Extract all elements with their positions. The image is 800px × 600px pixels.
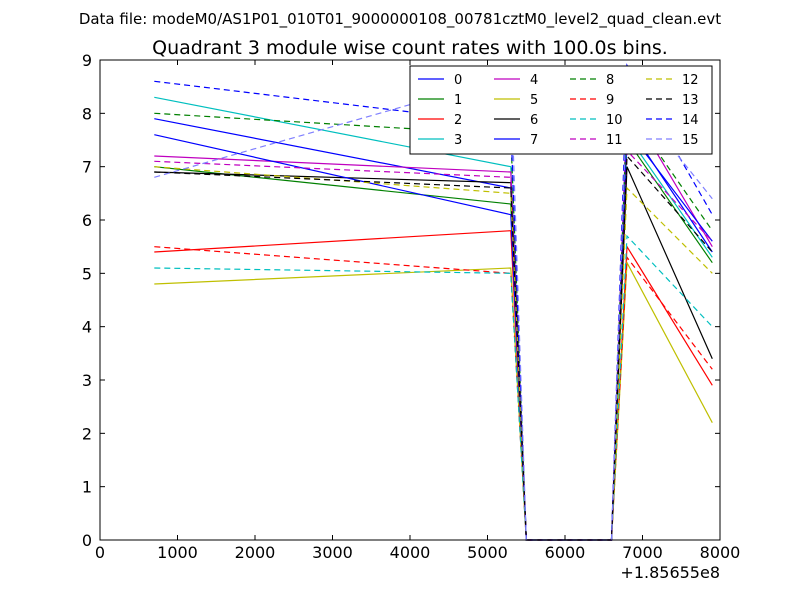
legend-label-9: 9 bbox=[606, 93, 614, 108]
legend-label-4: 4 bbox=[530, 73, 538, 88]
legend-label-2: 2 bbox=[454, 113, 462, 128]
y-tick-label: 5 bbox=[82, 264, 92, 283]
y-tick-label: 6 bbox=[82, 211, 92, 230]
x-tick-label: 0 bbox=[95, 543, 105, 562]
axis-ticks: 0 1000 2000 3000 4000 5000 6000 7000 80000123456… bbox=[82, 51, 741, 562]
legend-label-14: 14 bbox=[682, 113, 699, 128]
legend-label-10: 10 bbox=[606, 113, 623, 128]
series-line-13 bbox=[154, 154, 713, 541]
series-line-0 bbox=[154, 118, 713, 541]
chart-suptitle: Data file: modeM0/AS1P01_010T01_90000001… bbox=[79, 10, 721, 29]
series-line-5 bbox=[154, 260, 713, 541]
chart-title: Quadrant 3 module wise count rates with … bbox=[152, 37, 668, 59]
series-line-7 bbox=[154, 127, 713, 541]
y-tick-label: 2 bbox=[82, 424, 92, 443]
x-tick-label: 5000 bbox=[467, 543, 508, 562]
legend-label-8: 8 bbox=[606, 73, 614, 88]
y-tick-label: 8 bbox=[82, 104, 92, 123]
y-tick-label: 3 bbox=[82, 371, 92, 390]
x-tick-label: 3000 bbox=[312, 543, 353, 562]
x-tick-label: 2000 bbox=[235, 543, 276, 562]
series-line-3 bbox=[154, 96, 713, 541]
series-line-11 bbox=[154, 149, 713, 541]
legend-label-12: 12 bbox=[682, 73, 699, 88]
legend-label-1: 1 bbox=[454, 93, 462, 108]
x-tick-label: 7000 bbox=[622, 543, 663, 562]
series-line-2 bbox=[154, 230, 713, 541]
legend-label-11: 11 bbox=[606, 133, 623, 148]
legend-label-13: 13 bbox=[682, 93, 699, 108]
legend-label-0: 0 bbox=[454, 73, 462, 88]
series-line-6 bbox=[154, 166, 713, 541]
legend-label-3: 3 bbox=[454, 133, 462, 148]
y-tick-label: 0 bbox=[82, 531, 92, 550]
series-line-12 bbox=[154, 166, 713, 541]
y-tick-label: 4 bbox=[82, 318, 92, 337]
legend-label-15: 15 bbox=[682, 133, 699, 148]
series-line-9 bbox=[154, 246, 713, 541]
x-tick-label: 1000 bbox=[157, 543, 198, 562]
series-line-1 bbox=[154, 138, 713, 541]
x-tick-label: 4000 bbox=[390, 543, 431, 562]
x-tick-label: 8000 bbox=[700, 543, 741, 562]
legend-label-6: 6 bbox=[530, 113, 538, 128]
y-tick-label: 9 bbox=[82, 51, 92, 70]
x-offset-label: +1.85655e8 bbox=[620, 563, 720, 582]
series-line-4 bbox=[154, 100, 713, 541]
series-line-10 bbox=[154, 234, 713, 541]
y-tick-label: 1 bbox=[82, 478, 92, 497]
legend-label-5: 5 bbox=[530, 93, 538, 108]
legend-label-7: 7 bbox=[530, 133, 538, 148]
x-tick-label: 6000 bbox=[545, 543, 586, 562]
y-tick-label: 7 bbox=[82, 158, 92, 177]
